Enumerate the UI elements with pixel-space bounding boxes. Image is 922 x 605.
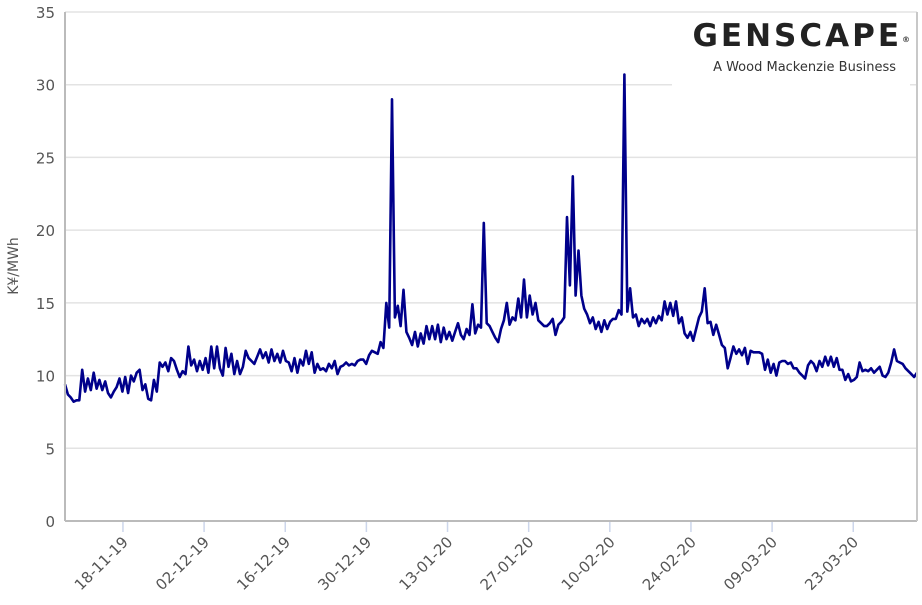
x-tick-label: 09-03-20	[720, 533, 781, 594]
y-tick-label: 15	[36, 295, 55, 313]
x-tick-label: 27-01-20	[477, 533, 538, 594]
genscape-logo: GENSCAPE® A Wood Mackenzie Business	[672, 16, 910, 86]
y-tick-label: 10	[36, 368, 55, 386]
x-axis-ticks: 18-11-19 02-12-19 16-12-19 30-12-19 13-01-20…	[71, 521, 862, 594]
x-tick-label: 24-02-20	[639, 533, 700, 594]
x-tick-label: 16-12-19	[233, 533, 294, 594]
x-tick-label: 13-01-20	[395, 533, 456, 594]
y-tick-label: 25	[36, 149, 55, 167]
x-tick-label: 23-03-20	[801, 533, 862, 594]
x-tick-label: 02-12-19	[152, 533, 213, 594]
y-tick-label: 20	[36, 222, 55, 240]
x-tick-label: 18-11-19	[71, 533, 132, 594]
price-series-line	[63, 73, 919, 404]
logo-tagline: A Wood Mackenzie Business	[713, 60, 896, 75]
y-tick-label: 35	[36, 4, 55, 22]
y-axis-ticks: 0 5 10 15 20 25 30 35	[36, 4, 55, 531]
plot-area	[65, 12, 917, 521]
y-tick-label: 0	[45, 513, 55, 531]
y-axis-title: K¥/MWh	[6, 237, 22, 295]
gridlines	[65, 11, 917, 450]
y-tick-label: 30	[36, 77, 55, 95]
x-tick-label: 30-12-19	[314, 533, 375, 594]
x-tick-label: 10-02-20	[558, 533, 619, 594]
registered-mark: ®	[902, 35, 910, 44]
logo-name: GENSCAPE	[692, 18, 902, 54]
logo-wordmark: GENSCAPE®	[672, 16, 910, 56]
y-tick-label: 5	[45, 440, 55, 458]
